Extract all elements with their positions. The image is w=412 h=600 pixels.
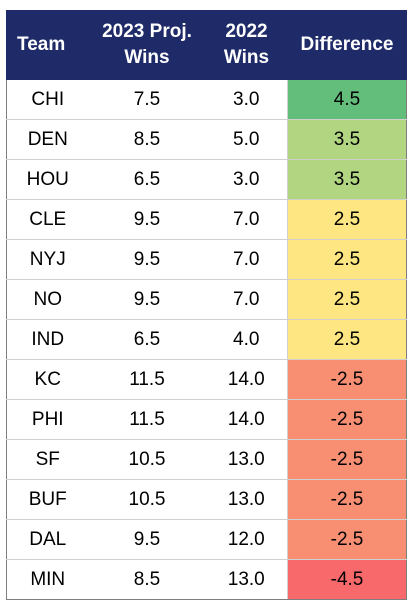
table-row: CHI 7.5 3.0 4.5 [6, 79, 407, 120]
projected-wins-cell: 9.5 [88, 199, 206, 240]
difference-cell: 4.5 [287, 79, 407, 120]
difference-cell: 2.5 [287, 279, 407, 320]
wins-difference-table: Team 2023 Proj. Wins 2022 Wins Differenc… [6, 10, 407, 600]
wins-2022-cell: 7.0 [205, 199, 288, 240]
header-row: Team 2023 Proj. Wins 2022 Wins Differenc… [6, 10, 407, 80]
difference-cell: -2.5 [287, 519, 407, 560]
team-cell: PHI [6, 399, 89, 440]
team-cell: CLE [6, 199, 89, 240]
wins-2022-cell: 7.0 [205, 239, 288, 280]
projected-wins-cell: 8.5 [88, 559, 206, 600]
wins-2022-cell: 4.0 [205, 319, 288, 360]
table-row: MIN 8.5 13.0 -4.5 [6, 559, 407, 600]
table-row: PHI 11.5 14.0 -2.5 [6, 399, 407, 440]
header-2023-projected-wins-line2: Wins [124, 47, 170, 68]
team-cell: BUF [6, 479, 89, 520]
header-2022-wins-line2: Wins [223, 47, 270, 68]
wins-table-container: Team 2023 Proj. Wins 2022 Wins Differenc… [6, 10, 407, 600]
difference-cell: 2.5 [287, 199, 407, 240]
table-row: IND 6.5 4.0 2.5 [6, 319, 407, 360]
header-team: Team [6, 10, 89, 80]
header-2022-wins: 2022 Wins [205, 10, 288, 80]
table-row: NYJ 9.5 7.0 2.5 [6, 239, 407, 280]
projected-wins-cell: 6.5 [88, 159, 206, 200]
difference-cell: 3.5 [287, 159, 407, 200]
projected-wins-cell: 6.5 [88, 319, 206, 360]
wins-2022-cell: 12.0 [205, 519, 288, 560]
team-cell: SF [6, 439, 89, 480]
projected-wins-cell: 9.5 [88, 239, 206, 280]
table-row: DEN 8.5 5.0 3.5 [6, 119, 407, 160]
projected-wins-cell: 10.5 [88, 479, 206, 520]
header-2023-projected-wins-line1: 2023 Proj. [102, 21, 192, 42]
header-2022-wins-line1: 2022 [225, 21, 268, 42]
wins-2022-cell: 5.0 [205, 119, 288, 160]
header-difference: Difference [287, 10, 407, 80]
projected-wins-cell: 7.5 [88, 79, 206, 120]
team-cell: NO [6, 279, 89, 320]
team-cell: CHI [6, 79, 89, 120]
difference-cell: 2.5 [287, 319, 407, 360]
table-row: CLE 9.5 7.0 2.5 [6, 199, 407, 240]
projected-wins-cell: 11.5 [88, 359, 206, 400]
difference-cell: -2.5 [287, 439, 407, 480]
projected-wins-cell: 10.5 [88, 439, 206, 480]
wins-2022-cell: 13.0 [205, 559, 288, 600]
wins-2022-cell: 13.0 [205, 439, 288, 480]
team-cell: KC [6, 359, 89, 400]
wins-2022-cell: 14.0 [205, 399, 288, 440]
wins-2022-cell: 13.0 [205, 479, 288, 520]
team-cell: DAL [6, 519, 89, 560]
table-row: KC 11.5 14.0 -2.5 [6, 359, 407, 400]
projected-wins-cell: 11.5 [88, 399, 206, 440]
table-row: DAL 9.5 12.0 -2.5 [6, 519, 407, 560]
wins-2022-cell: 14.0 [205, 359, 288, 400]
projected-wins-cell: 8.5 [88, 119, 206, 160]
difference-cell: 2.5 [287, 239, 407, 280]
difference-cell: -2.5 [287, 359, 407, 400]
table-body: CHI 7.5 3.0 4.5 DEN 8.5 5.0 3.5 HOU 6.5 3.0 3.5 CLE 9… [6, 79, 407, 600]
projected-wins-cell: 9.5 [88, 279, 206, 320]
header-2023-projected-wins: 2023 Proj. Wins [88, 10, 206, 80]
difference-cell: -2.5 [287, 399, 407, 440]
table-row: NO 9.5 7.0 2.5 [6, 279, 407, 320]
difference-cell: -2.5 [287, 479, 407, 520]
table-row: BUF 10.5 13.0 -2.5 [6, 479, 407, 520]
difference-cell: 3.5 [287, 119, 407, 160]
team-cell: NYJ [6, 239, 89, 280]
projected-wins-cell: 9.5 [88, 519, 206, 560]
team-cell: DEN [6, 119, 89, 160]
team-cell: MIN [6, 559, 89, 600]
team-cell: IND [6, 319, 89, 360]
wins-2022-cell: 3.0 [205, 79, 288, 120]
table-row: HOU 6.5 3.0 3.5 [6, 159, 407, 200]
difference-cell: -4.5 [287, 559, 407, 600]
wins-2022-cell: 3.0 [205, 159, 288, 200]
wins-2022-cell: 7.0 [205, 279, 288, 320]
table-row: SF 10.5 13.0 -2.5 [6, 439, 407, 480]
team-cell: HOU [6, 159, 89, 200]
